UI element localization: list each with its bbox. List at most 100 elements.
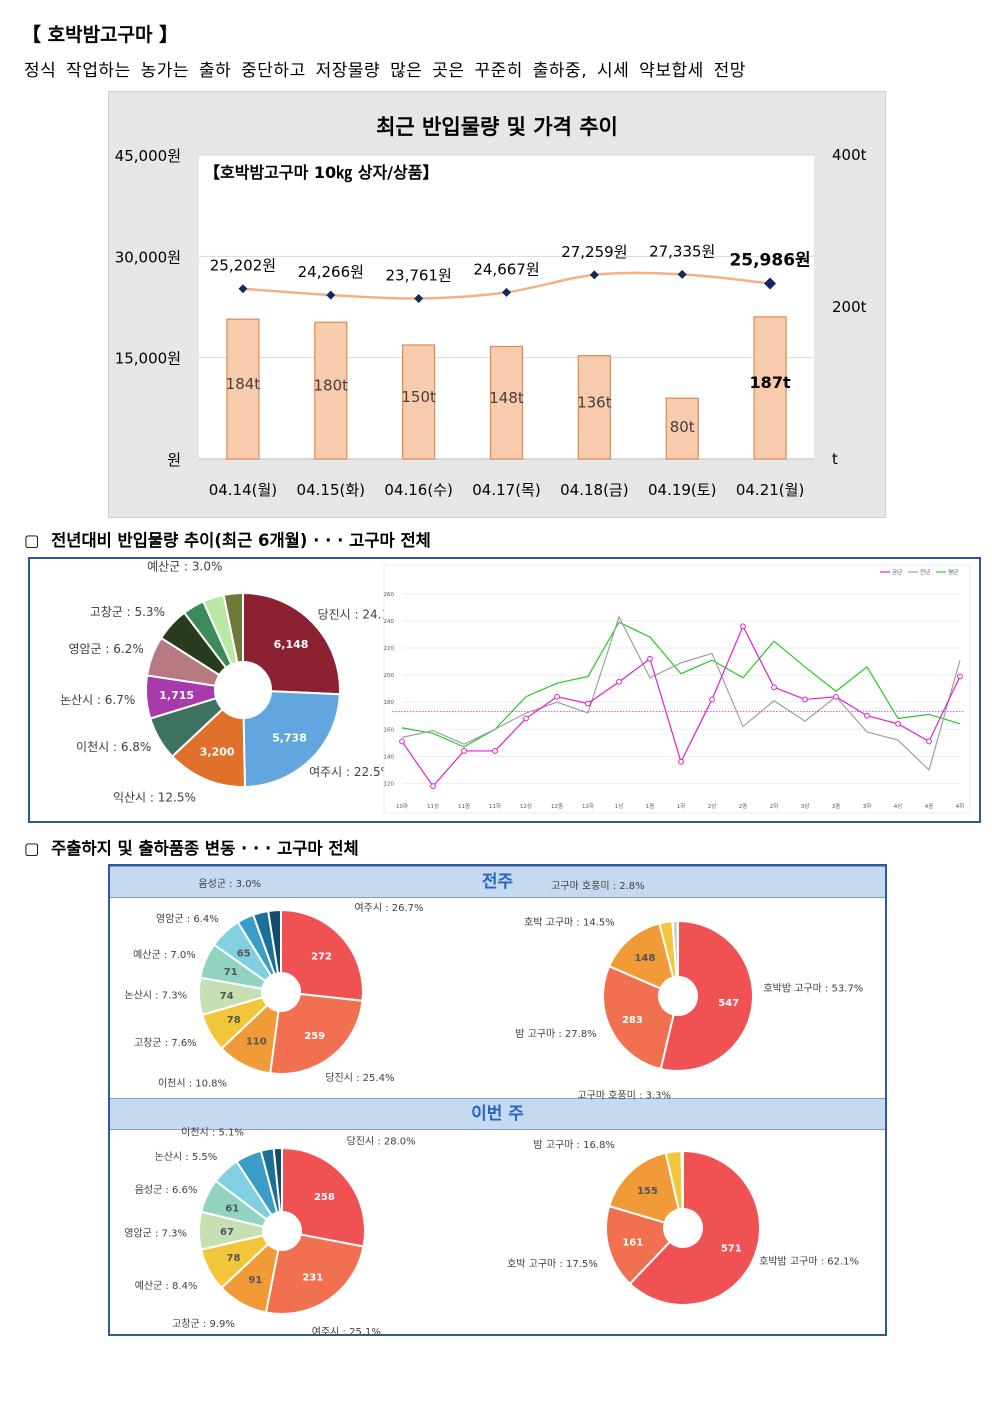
- region-prev-slice-label: 예산군 : 7.0%: [133, 949, 196, 961]
- series-point-금년: [678, 758, 684, 765]
- line-y-tick: 240: [384, 619, 395, 625]
- region-6m-slice-value: 3,200: [200, 745, 235, 758]
- region-prev-slice-value: 259: [304, 1031, 325, 1042]
- price-marker: [414, 293, 424, 303]
- series-point-금년: [554, 693, 560, 700]
- region-prev-slice-value: 272: [311, 952, 332, 963]
- page-title: 【 호박밤고구마 】: [22, 24, 179, 46]
- volume-label: 80t: [670, 418, 695, 436]
- volume-bar: [402, 344, 436, 460]
- region-6m-slice-label: 이천시 : 6.8%: [76, 739, 151, 754]
- region-prev-slice: [269, 992, 364, 1075]
- price-volume-chart: 최근 반입물량 및 가격 추이 【호박밤고구마 10㎏ 상자/상품】 원 15,000…: [108, 91, 886, 518]
- line-x-tick: 12상: [520, 802, 532, 810]
- line-x-tick: 12하: [582, 802, 594, 810]
- region-this-slice-value: 67: [220, 1227, 234, 1238]
- line-x-tick: 11하: [489, 802, 501, 810]
- variety-prev-slice-value: 283: [622, 1015, 643, 1026]
- region-prev-slice-label: 고창군 : 7.6%: [134, 1037, 197, 1049]
- region-prev-slice-label: 이천시 : 10.8%: [158, 1077, 227, 1089]
- region-prev-slice-value: 65: [237, 948, 251, 959]
- left-tick-label: 원: [167, 451, 181, 469]
- line-x-tick: 12중: [551, 803, 563, 810]
- region-prev-slice-value: 78: [227, 1015, 241, 1026]
- chart-subtitle: 【호박밤고구마 10㎏ 상자/상품】: [204, 163, 438, 183]
- category-label: 04.19(토): [648, 481, 716, 499]
- region-6m-slice: [242, 690, 341, 789]
- line-x-tick: 2하: [770, 802, 779, 810]
- region-this-slice-label: 여주시 : 25.1%: [312, 1326, 381, 1334]
- price-marker: [502, 287, 511, 297]
- trend-panel-svg: 6,148 5,738 3,200 1,715 당진시 : 24.1% 여주시 : 22.…: [60, 560, 971, 814]
- variety-this-slice: [680, 1149, 684, 1211]
- volume-bar: [489, 345, 524, 460]
- variety-this-slice-value: 571: [721, 1243, 742, 1254]
- region-6m-slice-label: 예산군 : 3.0%: [147, 560, 222, 574]
- line-x-tick: 1상: [615, 802, 624, 810]
- left-tick-label: 30,000원: [115, 248, 181, 266]
- region-this-slice-label: 고창군 : 9.9%: [172, 1318, 235, 1330]
- origin-donuts-svg: 272 259 110 78 74 71 65 여주시 : 26.7% 당진시 : 25.4% 이…: [124, 878, 863, 1334]
- variety-prev-slice-label: 고구마 호풍미 : 2.8%: [551, 880, 645, 892]
- legend-label: 평년: [948, 568, 958, 576]
- region-this-slice: [264, 1233, 365, 1315]
- region-prev-slice-value: 71: [224, 967, 238, 978]
- legend-label: 금년: [892, 568, 902, 576]
- volume-bar: [665, 397, 699, 460]
- region-prev-slice: [280, 908, 364, 1002]
- region-6m-slice-label: 익산시 : 12.5%: [113, 791, 196, 805]
- series-point-금년: [430, 783, 436, 790]
- chart-title: 최근 반입물량 및 가격 추이: [376, 115, 618, 139]
- region-this-slice-value: 231: [302, 1273, 323, 1284]
- variety-prev-slice-label: 호박 고구마 : 14.5%: [524, 917, 615, 929]
- series-point-금년: [585, 700, 591, 707]
- series-point-금년: [802, 696, 808, 703]
- category-label: 04.17(목): [472, 481, 540, 499]
- price-label: 24,266원: [298, 263, 364, 281]
- volume-label: 136t: [577, 393, 612, 411]
- origin-panel: 전주 이번 주 272 259 110 78 74 71 65 여주시 : 26.7% 당진시 …: [108, 864, 887, 1336]
- volume-bar: [226, 318, 260, 460]
- line-x-tick: 2중: [739, 803, 748, 810]
- series-point-금년: [957, 673, 963, 680]
- legend-label: 전년: [920, 568, 930, 576]
- region-6m-slice: [222, 591, 244, 664]
- line-y-tick: 220: [384, 646, 395, 652]
- region-6m-slice-label: 고창군 : 5.3%: [90, 605, 165, 619]
- price-label: 25,986원: [729, 250, 810, 270]
- series-point-금년: [647, 655, 653, 662]
- variety-this-slice-label: 호박밤 고구마 : 62.1%: [759, 1255, 859, 1267]
- volume-bar: [753, 316, 787, 460]
- region-6m-slice-label: 여주시 : 22.5%: [309, 765, 392, 779]
- this-week-band: 이번 주: [110, 1098, 885, 1130]
- price-label: 25,202원: [210, 257, 276, 275]
- line-x-tick: 4하: [956, 802, 965, 810]
- line-y-tick: 200: [384, 673, 395, 679]
- region-this-slice-value: 61: [225, 1204, 239, 1215]
- variety-prev-slice: [671, 919, 679, 979]
- region-this-slice-label: 영암군 : 7.3%: [124, 1228, 187, 1240]
- region-this-slice-label: 음성군 : 6.6%: [135, 1184, 198, 1196]
- series-point-금년: [740, 623, 746, 630]
- region-prev-slice-label: 여주시 : 26.7%: [354, 902, 423, 914]
- region-this-slice: [281, 1146, 366, 1248]
- volume-label: 150t: [401, 388, 436, 406]
- region-this-slice-label: 이천시 : 5.1%: [181, 1127, 244, 1139]
- trend-panel: 6,148 5,738 3,200 1,715 당진시 : 24.1% 여주시 : 22.…: [28, 557, 981, 823]
- price-marker: [238, 284, 248, 294]
- price-label: 27,335원: [649, 242, 715, 260]
- volume-bar: [314, 321, 348, 460]
- line-x-tick: 3중: [832, 803, 841, 810]
- volume-label: 180t: [314, 377, 349, 395]
- right-tick-label: 400t: [832, 146, 867, 164]
- price-volume-svg: 최근 반입물량 및 가격 추이 【호박밤고구마 10㎏ 상자/상품】 원 15,000…: [115, 115, 867, 499]
- price-marker: [326, 290, 336, 300]
- volume-bar: [577, 355, 611, 460]
- line-x-tick: 4상: [894, 802, 903, 810]
- variety-prev-slice-label: 밤 고구마 : 27.8%: [515, 1028, 596, 1040]
- region-prev-slice-label: 영암군 : 6.4%: [156, 913, 219, 925]
- variety-prev-slice-value: 148: [634, 953, 655, 964]
- region-6m-slice-label: 당진시 : 24.1%: [318, 608, 401, 622]
- variety-this-slice-value: 161: [622, 1237, 643, 1248]
- line-x-tick: 10하: [396, 802, 408, 810]
